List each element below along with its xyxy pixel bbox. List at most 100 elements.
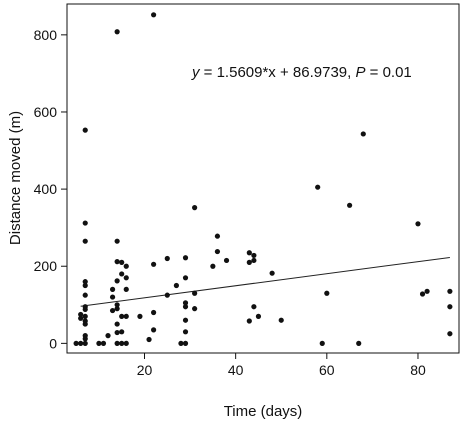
data-point [82,304,88,310]
data-point [415,221,421,227]
data-point [347,202,353,208]
data-point [210,263,216,269]
data-point [192,306,198,312]
data-point [82,220,88,226]
data-point [96,340,102,346]
data-point [82,238,88,244]
data-point [182,255,189,261]
data-point [246,250,252,256]
data-point [164,292,170,298]
y-axis-label: Distance moved (m) [7,111,24,245]
data-point [151,261,157,267]
data-point [447,331,453,337]
data-point [278,317,284,323]
data-point [447,288,453,294]
data-point [123,263,129,269]
data-point [182,329,189,335]
data-point [82,340,88,346]
data-points [73,12,453,346]
data-point [360,131,366,137]
data-point [73,340,79,346]
data-point [105,333,111,339]
data-point [114,302,120,308]
data-point [164,255,170,262]
data-point [78,315,84,321]
data-point [182,300,189,306]
y-tick-label: 200 [34,258,58,274]
data-point [269,270,275,276]
data-point [114,340,120,346]
data-point [123,286,129,292]
x-tick-label: 20 [137,362,153,378]
data-point [119,329,125,335]
data-point [114,29,120,35]
data-point [356,340,362,346]
data-point [114,238,120,244]
data-point [146,336,152,343]
data-point [137,313,143,319]
data-point [251,304,257,310]
data-point [173,282,179,289]
data-point [82,279,88,285]
y-tick-label: 400 [34,181,58,197]
plot-frame [66,3,460,354]
data-point [82,282,88,289]
data-point [123,275,129,281]
data-point [192,205,198,211]
data-point [114,306,120,312]
data-point [82,127,88,133]
annotation-p-value: = 0.01 [365,64,411,81]
data-point [114,278,120,284]
data-point [151,327,157,333]
data-point [123,313,129,319]
y-tick-label: 600 [34,104,58,120]
y-tick-label: 800 [34,27,58,43]
data-point [123,340,129,346]
data-point [151,309,157,316]
x-tick-label: 60 [319,362,335,378]
data-point [119,259,125,265]
annotation-y-var: y [191,64,201,81]
data-point [119,313,125,319]
annotation-p-var: P [355,64,365,81]
data-point [324,290,330,296]
data-point [82,318,88,324]
data-point [82,333,88,339]
data-point [182,304,189,310]
data-point [255,313,262,319]
annotation-equation: = 1.5609*x + 86.9739, [200,64,356,81]
regression-line-group [80,256,450,307]
data-point [114,321,120,327]
x-axis-label: Time (days) [224,403,303,420]
x-tick-label: 80 [410,362,426,378]
x-tick-label: 40 [228,362,244,378]
data-point [182,275,189,281]
data-point [246,259,252,265]
data-point [192,290,198,296]
data-point [223,257,230,264]
data-point [119,271,125,277]
data-point [78,340,84,346]
data-point [214,233,221,239]
data-point [100,340,107,346]
data-point [315,184,321,190]
data-point [82,292,88,298]
data-point [182,340,189,346]
data-point [214,248,221,255]
data-point [251,257,257,264]
data-point [114,329,120,336]
data-point [78,311,84,318]
data-point [246,318,252,324]
data-point [424,288,430,294]
data-point [251,252,257,259]
data-point [447,304,453,310]
data-point [182,317,189,323]
data-point [151,12,157,18]
data-point [319,340,325,346]
data-point [109,307,116,314]
regression-line [80,256,450,307]
data-point [119,340,125,346]
data-point [82,313,88,319]
